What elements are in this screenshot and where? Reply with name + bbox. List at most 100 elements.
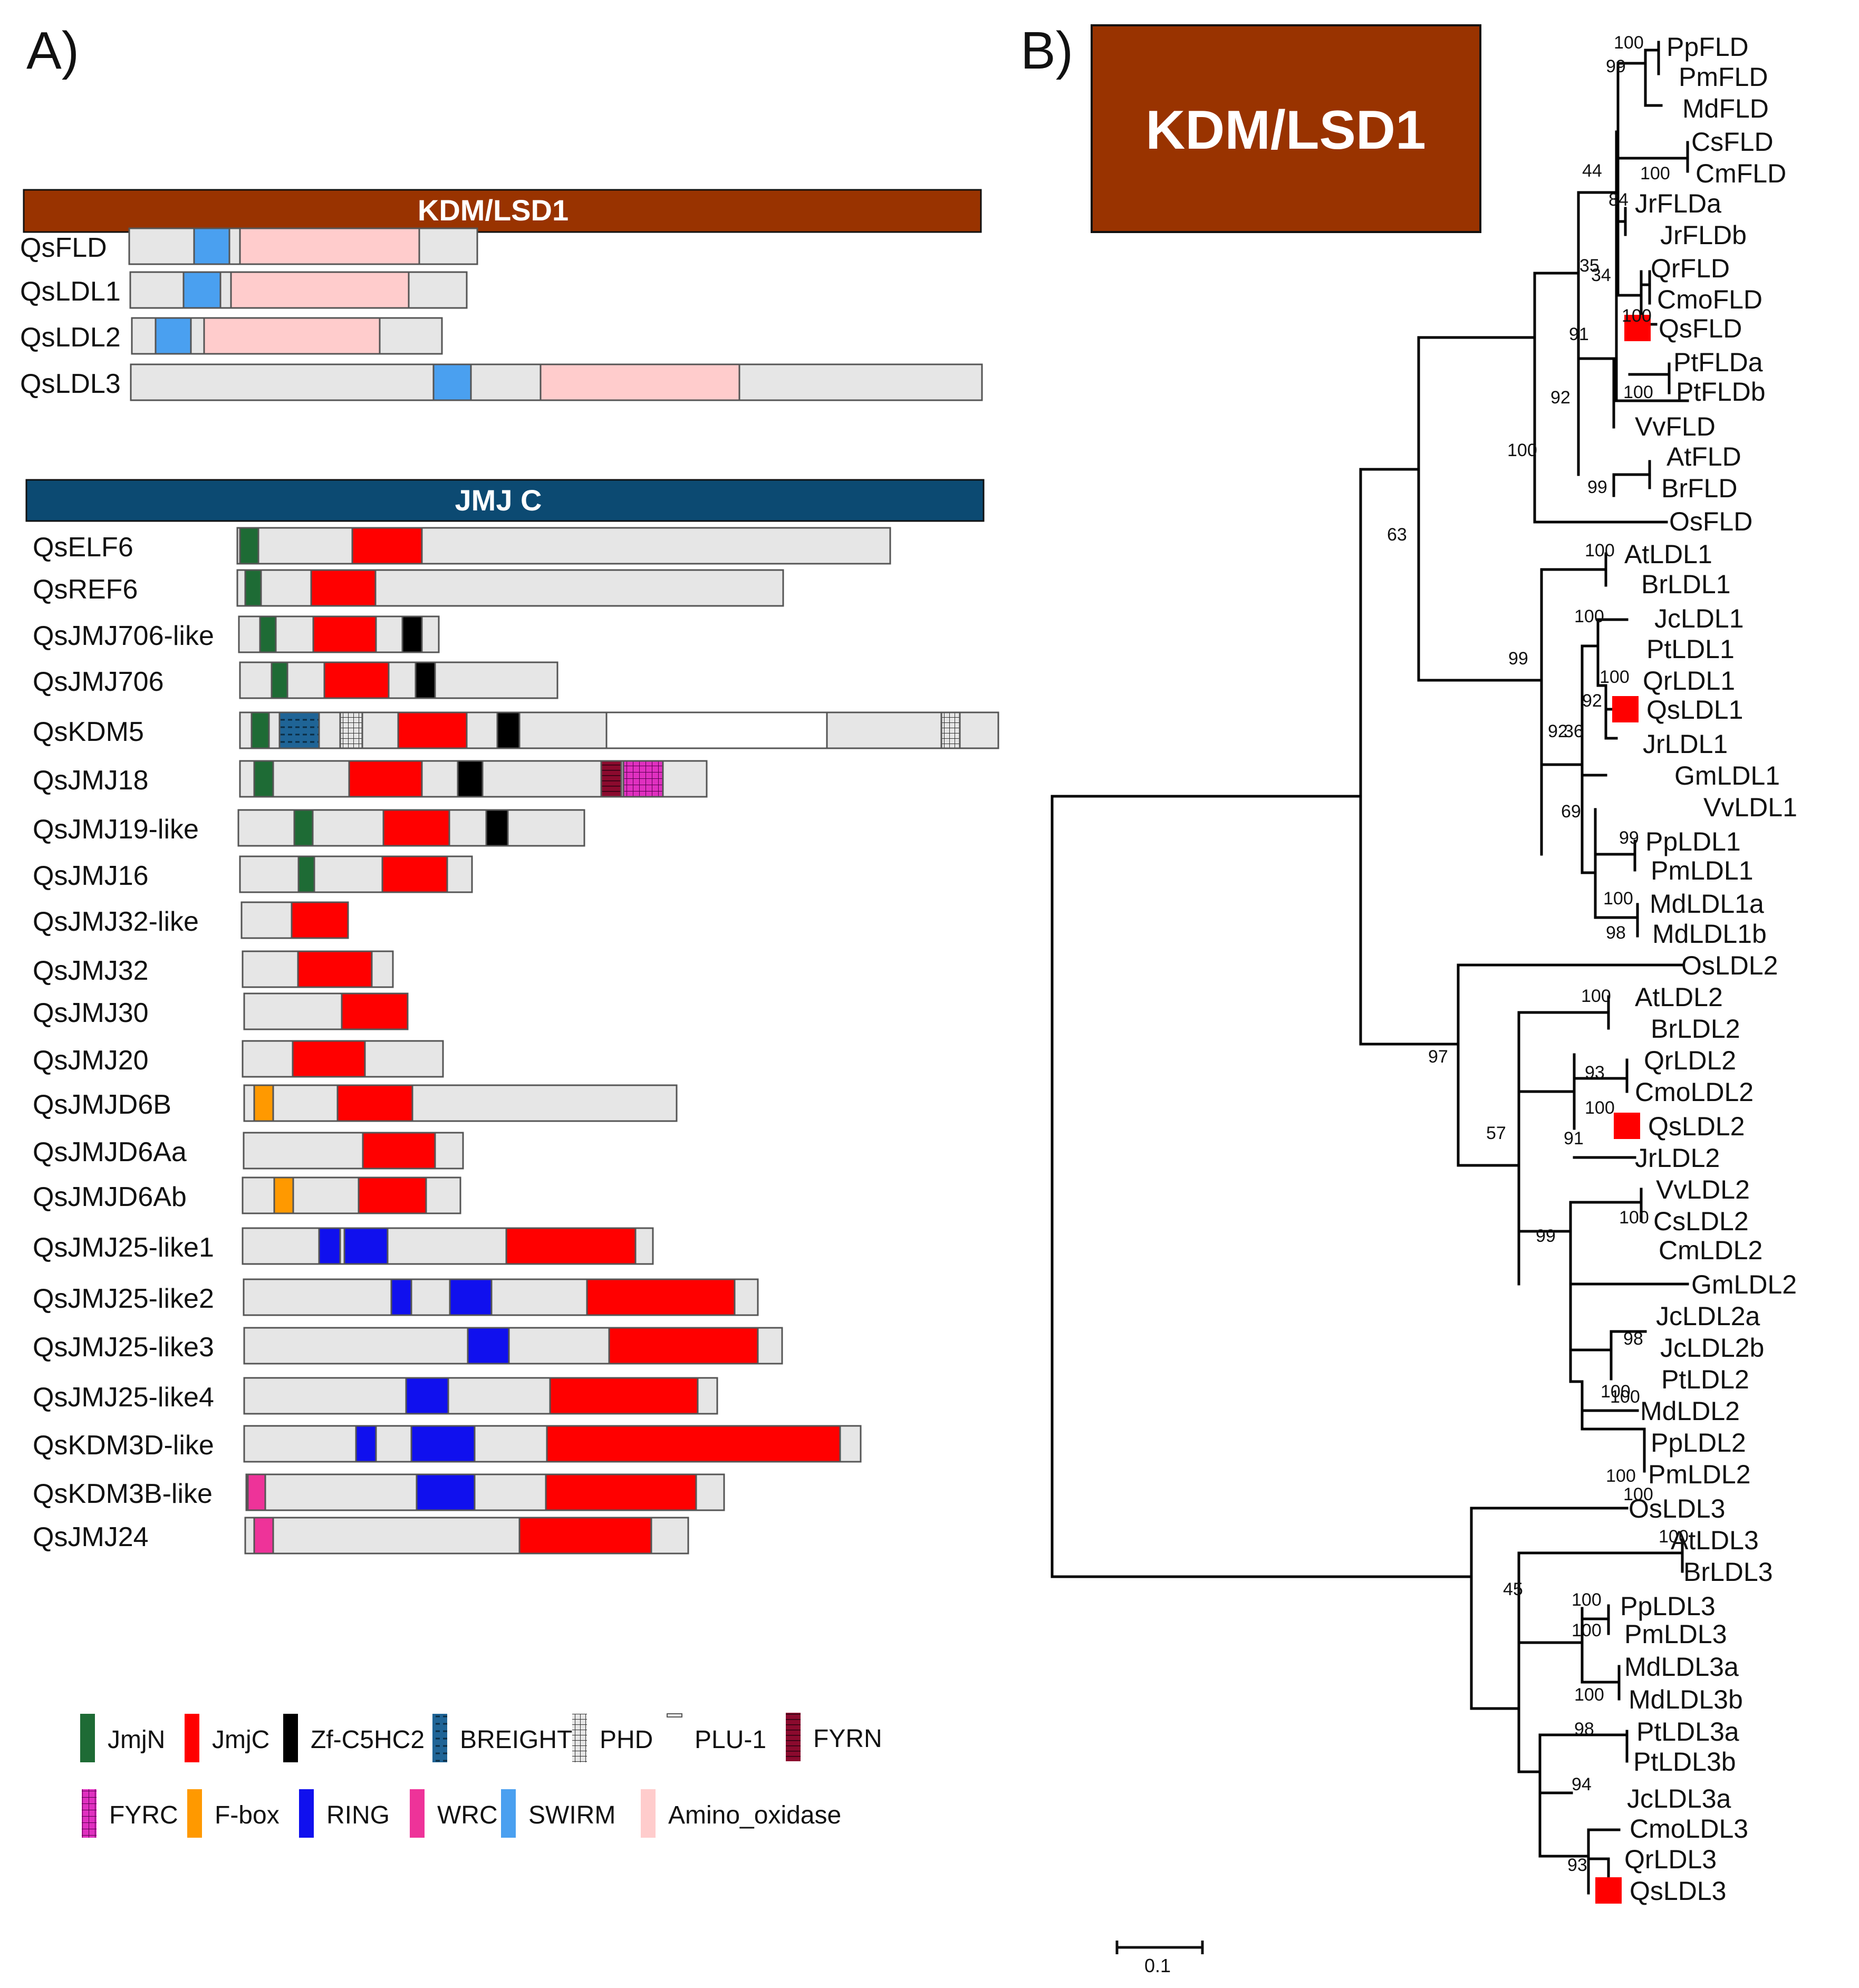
domain-jmjc [358,1176,427,1214]
protein-name: QsJMJ24 [33,1522,149,1552]
bootstrap-value: 100 [1507,440,1537,460]
bootstrap-value: 45 [1503,1579,1523,1599]
leaf-label: VvFLD [1635,412,1716,441]
protein-row-qsjmj706-like: QsJMJ706-like [33,615,440,653]
domain-zf-c5hc2 [457,760,484,798]
leaf-label: PtLDL2 [1661,1365,1749,1394]
leaf-osldl3: OsLDL3 [1629,1494,1725,1523]
leaf-mdldl3a: MdLDL3a [1624,1652,1739,1682]
leaf-label: QrLDL1 [1643,666,1735,696]
domain-jmjc [518,1517,652,1555]
leaf-label: QrFLD [1651,254,1730,283]
jmj-protein-list: QsELF6 QsREF6 QsJMJ706-like QsJMJ706 QsKDM5 Q… [33,527,999,1555]
bootstrap-value: 100 [1585,1098,1615,1118]
legend-label: FYRC [109,1801,178,1829]
bootstrap-value: 100 [1619,1208,1649,1228]
domain-jmjc [381,855,448,893]
legend-label: Zf-C5HC2 [311,1726,425,1754]
legend-item-f-box: F-box [187,1789,280,1838]
leaf-ppldl2: PpLDL2 [1651,1428,1746,1458]
protein-name: QsJMJ706 [33,667,164,697]
protein-row-qsjmj706: QsJMJ706 [33,661,558,699]
leaf-label: JcLDL2a [1656,1301,1760,1331]
highlight-marker [1614,1113,1640,1139]
legend-swatch [786,1713,801,1761]
protein-row-qsjmj16: QsJMJ16 [33,855,473,893]
leaf-label: MdFLD [1682,94,1769,123]
leaf-label: PtFLDb [1676,377,1766,407]
bootstrap-value: 44 [1582,161,1602,181]
domain-amino-oxidase [203,317,381,355]
panel-a-label: A) [26,21,79,80]
domain-phd [339,711,363,749]
legend-item-ring: RING [299,1789,390,1838]
leaf-qsfld: QsFLD [1624,314,1742,343]
leaf-label: PpFLD [1667,32,1749,62]
domain-plu-1 [605,711,828,749]
leaf-ppldl1: PpLDL1 [1645,827,1741,856]
leaf-cmoldl2: CmoLDL2 [1635,1077,1754,1107]
domain-jmjc [310,569,377,607]
protein-row-qsjmj25-like2: QsJMJ25-like2 [33,1278,759,1316]
domain-jmjn [271,661,288,699]
protein-name: QsJMJ18 [33,765,149,796]
leaf-atldl1: AtLDL1 [1624,539,1712,569]
leaf-ppldl3: PpLDL3 [1620,1591,1716,1621]
domain-zf-c5hc2 [485,809,509,847]
bootstrap-value: 97 [1428,1047,1448,1067]
protein-name: QsJMJ32 [33,956,149,986]
domain-jmjc [505,1227,637,1265]
bootstrap-value: 84 [1608,190,1629,210]
lsd-section-header: KDM/LSD1 [23,189,982,233]
tree-title: KDM/LSD1 [1145,100,1426,161]
protein-name: QsJMJD6Aa [33,1137,187,1167]
leaf-jcldl2a: JcLDL2a [1656,1301,1760,1331]
leaf-ptfldb: PtFLDb [1676,377,1766,407]
leaf-label: PmLDL2 [1648,1460,1751,1489]
leaf-osldl2: OsLDL2 [1681,951,1778,980]
leaf-ptldl1: PtLDL1 [1646,634,1735,664]
domain-amino-oxidase [540,363,740,401]
domain-amino-oxidase [239,227,420,265]
domain-jmjc [291,901,349,939]
protein-row-qsjmj30: QsJMJ30 [33,992,409,1030]
legend-swatch [410,1789,425,1838]
protein-row-qsjmj20: QsJMJ20 [33,1040,444,1078]
protein-name: QsLDL1 [20,276,121,307]
protein-row-qsfld: QsFLD [20,227,478,265]
leaf-label: MdLDL1a [1650,889,1764,919]
bootstrap-value: 100 [1574,1685,1604,1705]
leaf-label: JcLDL2b [1660,1333,1764,1363]
bootstrap-value: 92 [1550,388,1571,408]
legend-swatch [572,1714,587,1762]
domain-f-box [253,1084,274,1122]
domain-wrc [247,1473,266,1511]
bootstrap-value: 100 [1614,33,1644,53]
domain-jmjn [293,809,314,847]
leaf-label: AtLDL2 [1635,982,1723,1012]
leaf-label: MdLDL3a [1624,1652,1739,1682]
leaf-qsldl2: QsLDL2 [1614,1112,1745,1141]
legend-item-fyrn: FYRN [786,1713,882,1761]
domain-jmjc [362,1132,436,1170]
leaf-label: CmoLDL2 [1635,1077,1754,1107]
protein-row-qsjmj24: QsJMJ24 [33,1517,689,1555]
leaf-label: QsFLD [1659,314,1742,343]
protein-row-qsldl1: QsLDL1 [20,271,468,309]
leaf-mdldl1a: MdLDL1a [1650,889,1764,919]
bootstrap-value: 100 [1572,1590,1602,1610]
leaf-label: JrFLDb [1660,220,1747,250]
legend-item-phd: PHD [572,1714,653,1762]
legend-swatch [501,1789,516,1838]
protein-name: QsJMJ706-like [33,621,214,651]
highlight-marker [1595,1877,1622,1904]
bootstrap-value: 69 [1561,802,1581,822]
leaf-mdldl1b: MdLDL1b [1652,919,1767,949]
leaf-qsldl1: QsLDL1 [1612,695,1743,725]
leaf-label: BrLDL2 [1651,1014,1740,1044]
leaf-label: PmLDL1 [1651,856,1754,885]
domain-jmjc [382,809,450,847]
leaf-atldl3: AtLDL3 [1671,1526,1759,1555]
domain-ring [467,1327,510,1365]
legend-item-breight: BREIGHT [432,1714,572,1762]
